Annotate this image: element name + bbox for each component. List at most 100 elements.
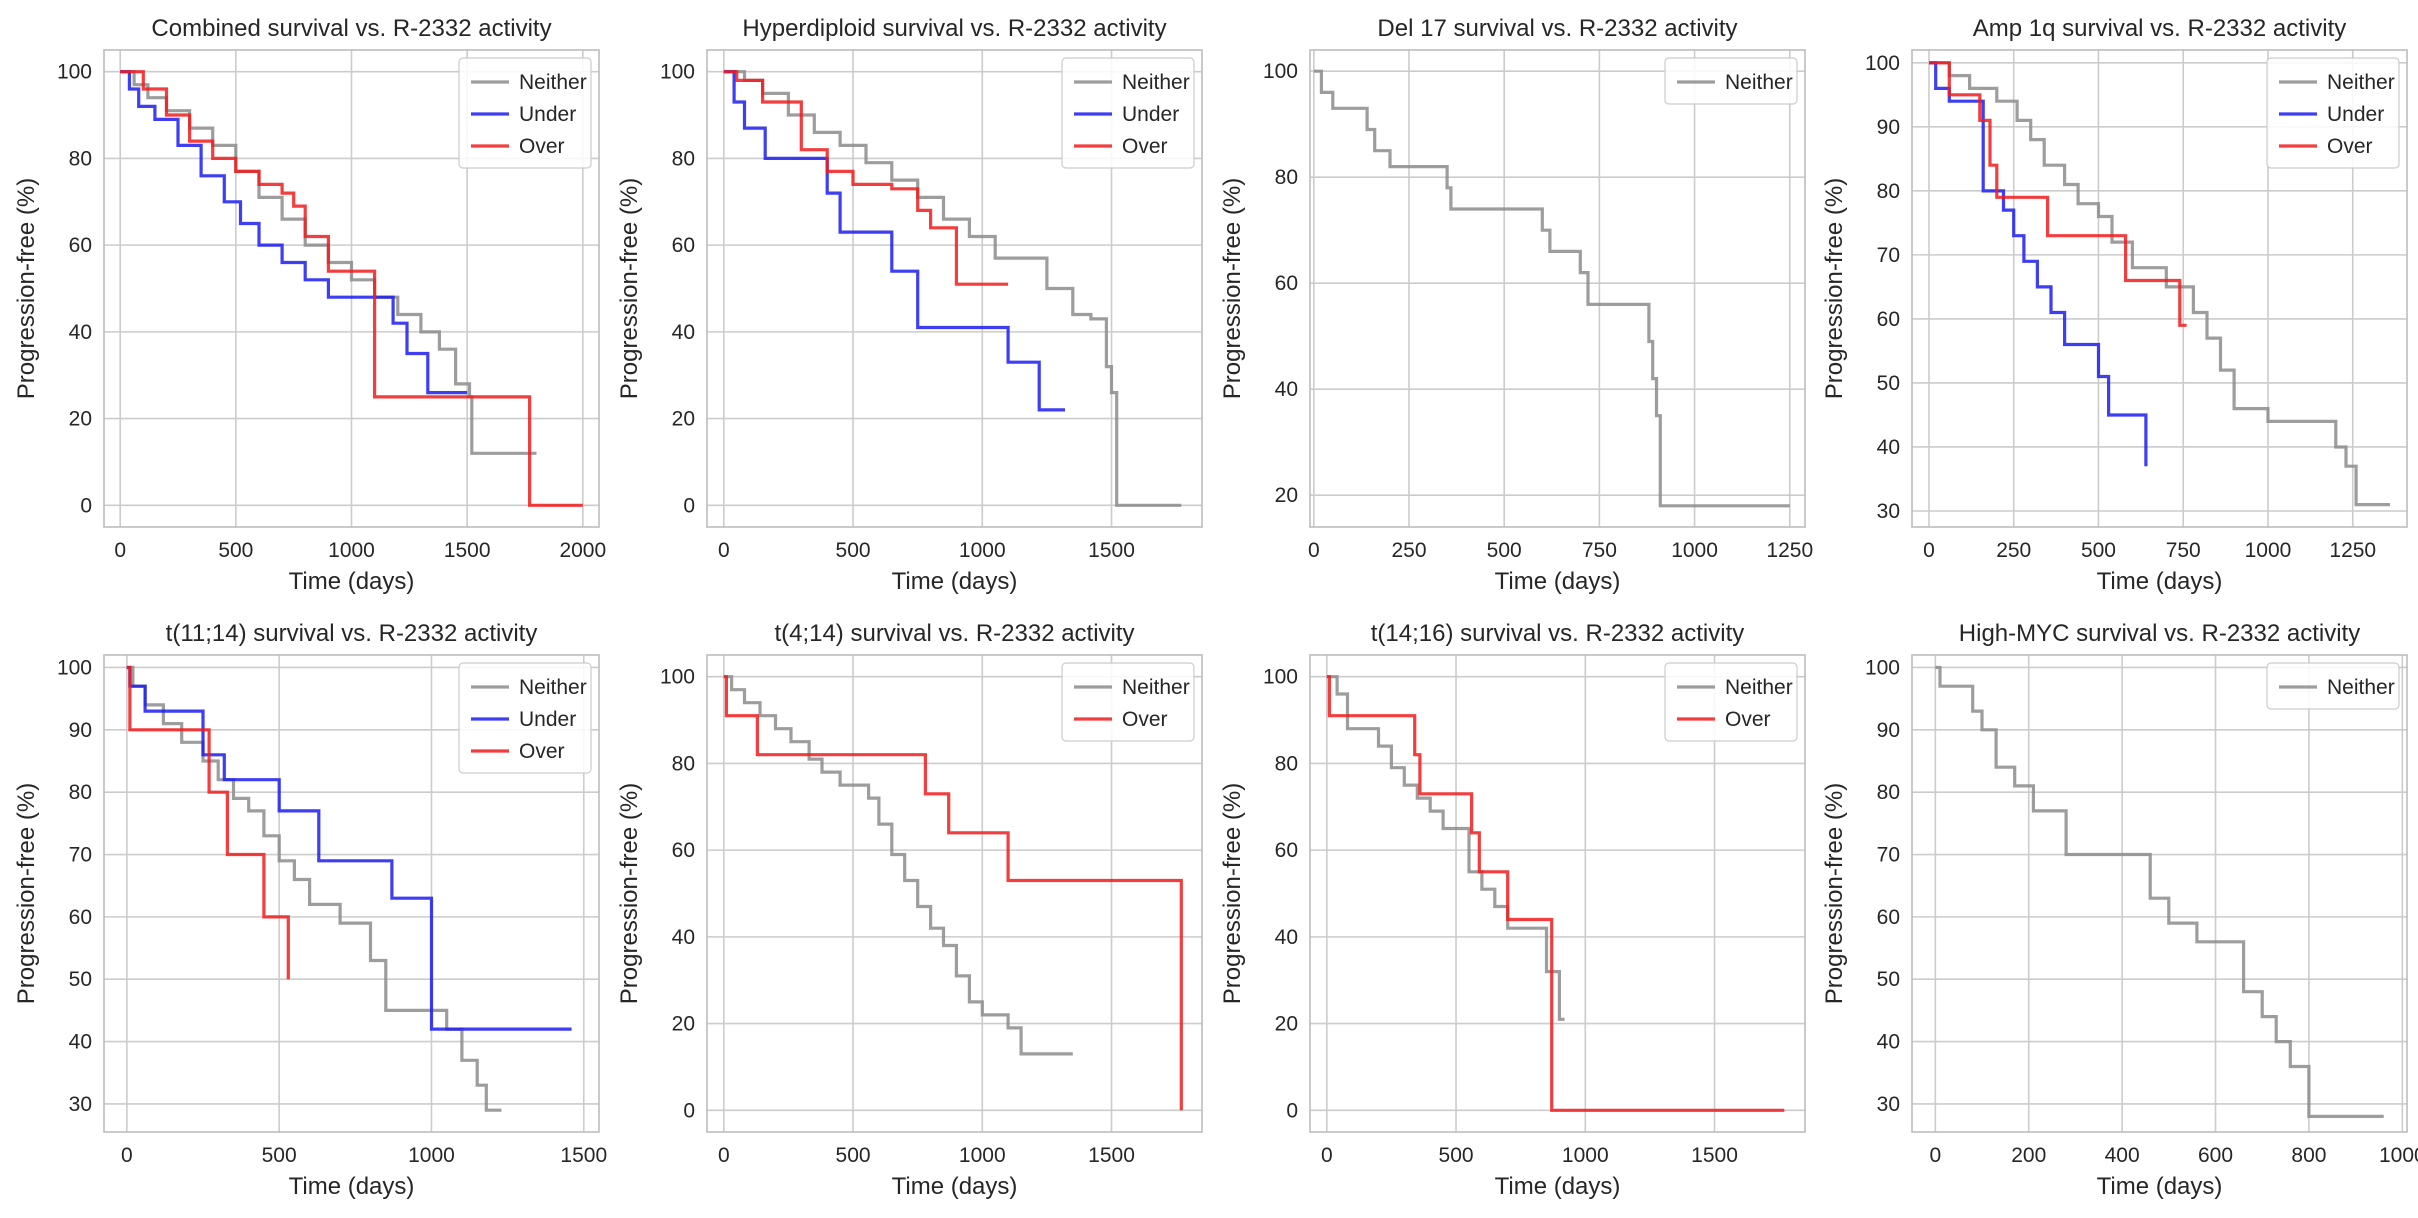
- legend-label-over: Over: [2327, 135, 2373, 158]
- chart-panel-7: 0 500 1000 1500 0 20 40 60 80 100 Neither Over t(14;…: [1219, 620, 1806, 1200]
- y-tick-label: 100: [660, 61, 695, 84]
- y-axis-label: Progression-free (%): [1219, 178, 1246, 399]
- x-tick-label: 800: [2291, 1144, 2326, 1167]
- y-tick-label: 50: [1877, 968, 1900, 991]
- chart-panel-3: 0 250 500 750 1000 1250 20 40 60 80 100 Neither Del …: [1219, 15, 1813, 595]
- y-axis-label: Progression-free (%): [1219, 783, 1246, 1004]
- y-axis-label: Progression-free (%): [13, 178, 40, 399]
- legend-label-neither: Neither: [1122, 71, 1190, 94]
- y-tick-label: 60: [672, 234, 695, 257]
- x-tick-label: 1500: [444, 539, 491, 562]
- x-axis-label: Time (days): [892, 1173, 1018, 1200]
- plot-frame: [1309, 654, 1806, 1133]
- x-tick-label: 1500: [1088, 1144, 1135, 1167]
- legend-box: [1061, 662, 1195, 742]
- legend: Neither Under Over: [458, 57, 592, 169]
- series-line-under: [723, 70, 1065, 412]
- legend-box: [458, 57, 592, 169]
- x-tick-label: 500: [2081, 539, 2116, 562]
- chart-panel-6: 0 500 1000 1500 0 20 40 60 80 100 Neither Over t(4;1…: [616, 620, 1203, 1200]
- plot-frame: [1309, 49, 1806, 528]
- legend-label-over: Over: [1725, 708, 1771, 731]
- series-line-under: [1929, 61, 2148, 467]
- legend-box: [1664, 57, 1798, 105]
- y-tick-label: 60: [1275, 839, 1298, 862]
- series-line-neither: [1929, 61, 2390, 507]
- x-tick-label: 200: [2011, 1144, 2046, 1167]
- legend: Neither Under Over: [2266, 57, 2400, 169]
- chart-title: Hyperdiploid survival vs. R-2332 activit…: [742, 15, 1166, 42]
- y-axis-label: Progression-free (%): [616, 783, 643, 1004]
- x-tick-label: 1000: [408, 1144, 455, 1167]
- x-tick-label: 1500: [1691, 1144, 1738, 1167]
- y-tick-label: 40: [1275, 926, 1298, 949]
- y-tick-label: 30: [1877, 1093, 1900, 1116]
- legend: Neither Under Over: [458, 662, 592, 774]
- y-axis-label: Progression-free (%): [13, 783, 40, 1004]
- legend-box: [1664, 662, 1798, 742]
- y-tick-label: 0: [683, 1099, 695, 1122]
- series-line-over: [126, 665, 290, 980]
- series-line-over: [1929, 61, 2187, 327]
- y-tick-label: 60: [1877, 906, 1900, 929]
- chart-panel-5: 0 500 1000 1500 30 40 50 60 70 80 90 100 Neither Unde…: [13, 620, 607, 1200]
- y-tick-label: 30: [1877, 500, 1900, 523]
- series-line-neither: [1935, 665, 2384, 1118]
- x-tick-label: 1250: [2329, 539, 2376, 562]
- x-tick-label: 500: [836, 1144, 871, 1167]
- x-tick-label: 0: [1321, 1144, 1333, 1167]
- y-tick-label: 80: [1275, 752, 1298, 775]
- x-tick-label: 1000: [1562, 1144, 1609, 1167]
- y-tick-label: 100: [57, 656, 92, 679]
- x-tick-label: 0: [121, 1144, 133, 1167]
- y-tick-label: 70: [1877, 844, 1900, 867]
- x-tick-label: 1000: [1671, 539, 1718, 562]
- legend-label-over: Over: [1122, 135, 1168, 158]
- y-tick-label: 20: [1275, 484, 1298, 507]
- x-axis-label: Time (days): [1495, 1173, 1621, 1200]
- series-line-under: [120, 70, 468, 395]
- y-tick-label: 0: [80, 494, 92, 517]
- chart-panel-4: 0 250 500 750 1000 1250 30 40 50 60 70 80 90 100 Neith…: [1821, 15, 2408, 595]
- y-tick-label: 40: [69, 321, 92, 344]
- series-line-over: [120, 70, 583, 507]
- plot-frame: [103, 654, 600, 1133]
- x-tick-label: 1000: [2379, 1144, 2418, 1167]
- legend-label-under: Under: [2327, 103, 2384, 126]
- y-tick-label: 100: [57, 61, 92, 84]
- y-tick-label: 80: [672, 147, 695, 170]
- y-tick-label: 100: [1263, 60, 1298, 83]
- plot-frame: [1911, 654, 2408, 1133]
- legend: Neither Over: [1664, 662, 1798, 742]
- legend-box: [458, 662, 592, 774]
- legend-label-under: Under: [1122, 103, 1179, 126]
- chart-title: t(11;14) survival vs. R-2332 activity: [166, 620, 538, 647]
- x-axis-label: Time (days): [2097, 1173, 2223, 1200]
- y-tick-label: 0: [683, 494, 695, 517]
- y-axis-label: Progression-free (%): [1821, 783, 1848, 1004]
- chart-title: t(4;14) survival vs. R-2332 activity: [774, 620, 1134, 647]
- plot-frame: [706, 654, 1203, 1133]
- y-tick-label: 100: [1263, 666, 1298, 689]
- x-axis-label: Time (days): [289, 1173, 415, 1200]
- x-tick-label: 400: [2105, 1144, 2140, 1167]
- series-line-neither: [723, 70, 1182, 507]
- y-tick-label: 90: [1877, 116, 1900, 139]
- series-line-neither: [1313, 69, 1790, 508]
- x-tick-label: 500: [1439, 1144, 1474, 1167]
- chart-panel-1: 0 500 1000 1500 2000 0 20 40 60 80 100 Neither Under…: [13, 15, 606, 595]
- chart-title: Combined survival vs. R-2332 activity: [151, 15, 551, 42]
- plot-frame: [1911, 49, 2408, 528]
- y-tick-label: 60: [1275, 272, 1298, 295]
- y-tick-label: 30: [69, 1093, 92, 1116]
- y-tick-label: 60: [69, 234, 92, 257]
- chart-title: Amp 1q survival vs. R-2332 activity: [1973, 15, 2346, 42]
- legend-label-neither: Neither: [519, 676, 587, 699]
- y-tick-label: 60: [1877, 308, 1900, 331]
- y-tick-label: 70: [69, 844, 92, 867]
- gridlines: [707, 655, 1202, 1132]
- legend-label-neither: Neither: [2327, 676, 2395, 699]
- y-axis-label: Progression-free (%): [1821, 178, 1848, 399]
- y-tick-label: 80: [672, 752, 695, 775]
